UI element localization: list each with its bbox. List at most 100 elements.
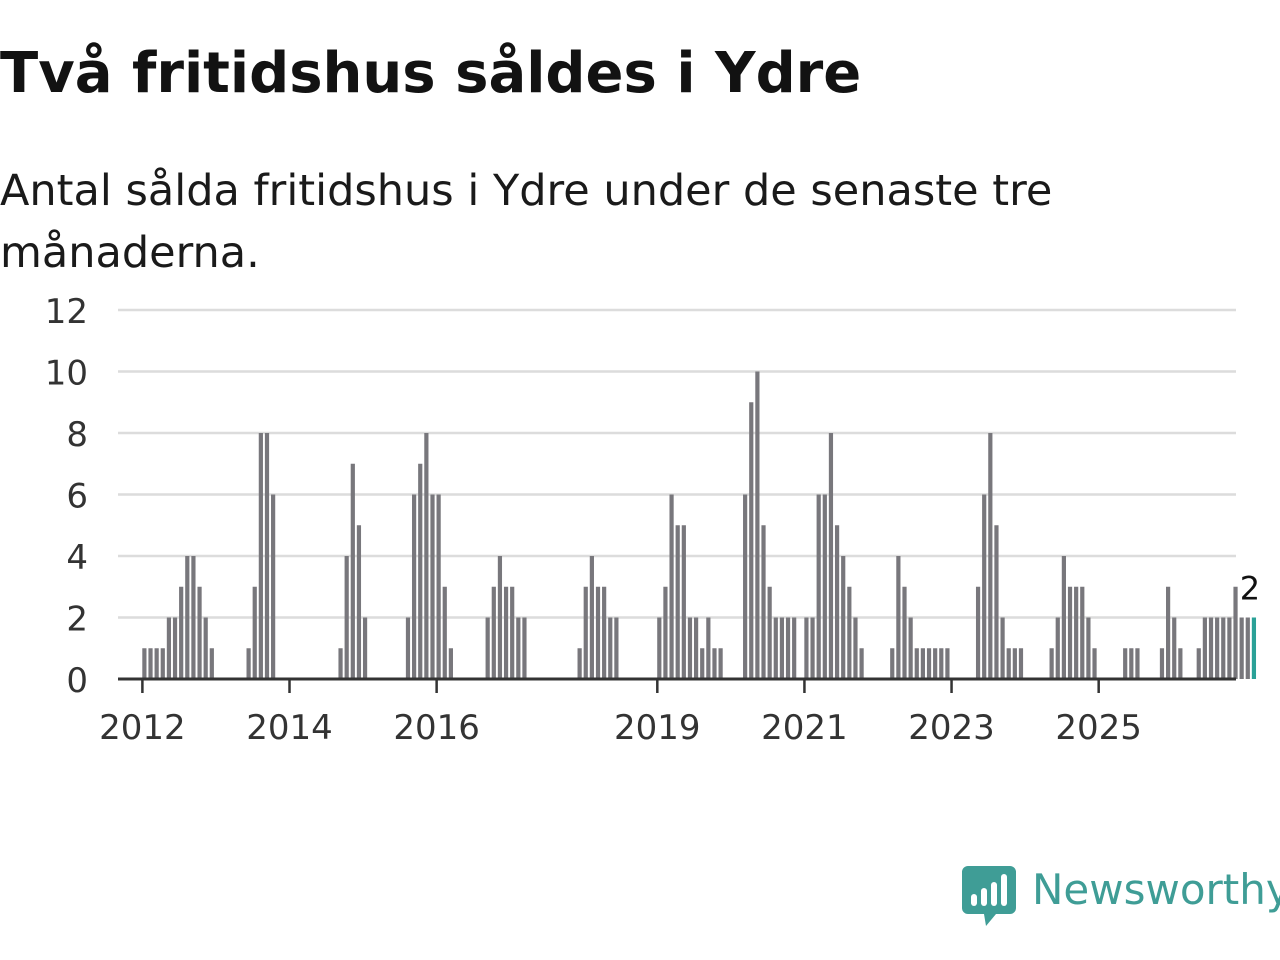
bar [510,586,515,679]
bar [914,648,919,679]
bar [338,648,343,679]
gridlines [118,308,1236,619]
bar [1233,586,1238,679]
bar [418,463,423,679]
newsworthy-logo-icon [962,866,1016,926]
y-tick-label: 4 [66,538,88,578]
y-tick-label: 12 [45,292,88,332]
bar [203,617,208,679]
bar-chart: 0 2 4 6 8 10 12 2 2012 2014 2016 2019 2021 2023 2025 [45,292,1260,748]
y-tick-label: 6 [66,477,88,517]
bar [595,586,601,679]
bar [755,371,760,679]
x-tick-label: 2016 [393,708,480,748]
bar [681,525,686,679]
bar [1012,648,1017,679]
bar [1178,648,1183,679]
bar [834,525,840,679]
bar [362,617,368,679]
bar [179,586,184,679]
bar [448,648,453,679]
bar [191,556,196,679]
bar [172,617,178,679]
bar [442,586,447,679]
bar [485,617,490,679]
bar [1215,617,1220,679]
bar [675,525,680,679]
bar [412,494,417,679]
bar-latest [1251,617,1257,679]
bar [890,648,895,679]
bar [516,617,521,679]
bar [792,617,797,679]
bar [982,494,987,679]
bar [810,617,815,679]
bar [614,617,619,679]
bar [209,648,214,679]
bar [1086,617,1091,679]
bar [896,556,901,679]
bar [1129,648,1134,679]
bar [663,586,668,679]
bar [1202,617,1207,679]
bar [1055,617,1060,679]
bar [491,586,496,679]
bar [902,586,907,679]
bar [608,617,613,679]
bar [859,648,864,679]
bar [185,556,190,679]
y-tick-label: 8 [66,415,88,455]
bar [1092,648,1097,679]
bar [522,617,527,679]
bar [142,648,147,679]
bar [1006,648,1011,679]
bar [577,648,582,679]
y-axis: 0 2 4 6 8 10 12 [45,292,88,701]
bar [706,617,711,679]
bar [1166,586,1171,679]
bar [1123,648,1128,679]
chart-title: Två fritidshus såldes i Ydre [0,41,862,106]
bar [1159,648,1165,679]
bar [154,648,159,679]
bar [246,648,251,679]
bar [1135,648,1140,679]
bar [926,648,932,679]
bar [847,586,852,679]
bar [503,586,509,679]
bar [785,617,791,679]
bar [405,617,411,679]
bar [430,494,435,679]
bar [436,494,441,679]
bar [1067,586,1073,679]
bar [939,648,944,679]
bar [1227,617,1232,679]
bar [1049,648,1054,679]
bar [975,586,981,679]
bar [1172,617,1177,679]
bar [700,648,705,679]
data-label-latest: 2 [1240,570,1260,608]
bar [945,648,950,679]
x-tick-label: 2019 [614,708,701,748]
bar [160,648,165,679]
bar [779,617,785,679]
bar [822,494,827,679]
x-axis: 2012 2014 2016 2019 2021 2023 2025 [99,677,1236,748]
bar [264,433,270,679]
bars: 2 [142,371,1260,679]
x-tick-label: 2021 [761,708,848,748]
x-tick-label: 2014 [246,708,333,748]
bar [497,556,503,679]
bar [602,586,607,679]
bar [1080,586,1085,679]
bar [1061,556,1066,679]
bar [920,648,925,679]
bar [271,494,276,679]
x-tick-label: 2012 [99,708,186,748]
bar [1000,617,1005,679]
bar [1245,617,1250,679]
bar [816,494,821,679]
bar [1074,586,1079,679]
bar [761,525,766,679]
